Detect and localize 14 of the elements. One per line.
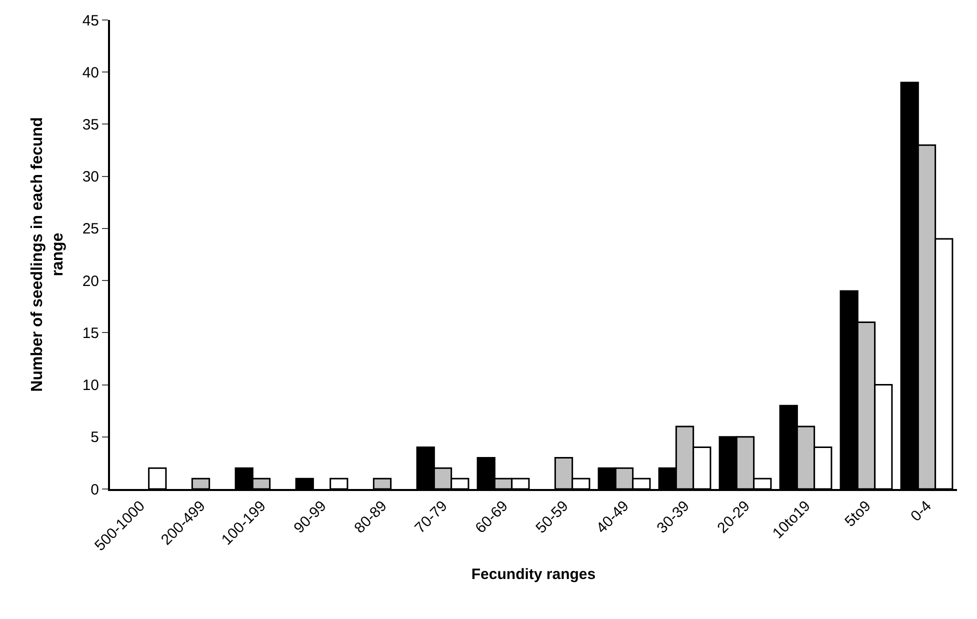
y-tick-label: 15 — [82, 324, 99, 342]
y-tick-label: 0 — [90, 481, 99, 498]
y-axis-title: Number of seedlings in each fecund range — [28, 117, 67, 392]
y-tick-label: 10 — [82, 377, 99, 394]
y-tick-label: 30 — [82, 168, 99, 186]
x-tick-label: 5to9 — [842, 498, 874, 530]
x-tick-label: 0-4 — [908, 498, 935, 525]
y-tick-label: 40 — [82, 64, 99, 82]
y-tick-label: 20 — [82, 272, 99, 290]
y-tick-label: 25 — [82, 220, 99, 238]
y-tick-label: 45 — [82, 12, 99, 30]
y-tick-label: 35 — [82, 116, 99, 134]
x-axis-title: Fecundity ranges — [471, 566, 596, 583]
y-tick-label: 5 — [90, 429, 99, 446]
